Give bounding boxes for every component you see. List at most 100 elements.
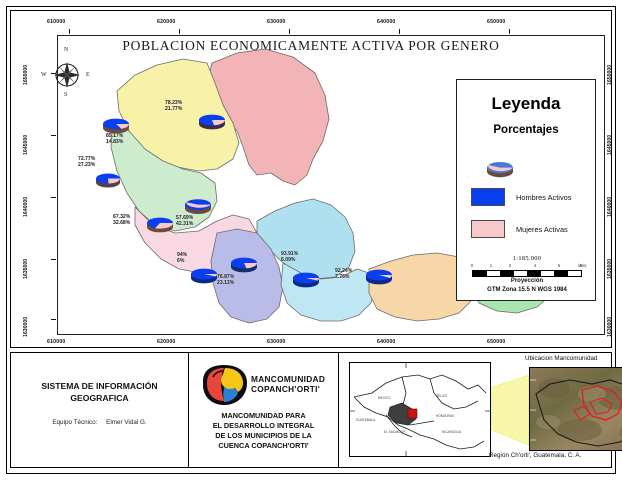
svg-text:GUATEMALA: GUATEMALA — [356, 418, 376, 422]
legend-item-mujeres[interactable]: Mujeres Activas — [471, 220, 568, 238]
footer-sig-title: SISTEMA DE INFORMACIÓN GEOGRAFICA — [11, 381, 188, 404]
axis-x-tick-label: 640000 — [377, 339, 396, 345]
scale-ratio: 1:185.000 — [512, 255, 542, 262]
municipality-map — [110, 48, 554, 324]
footer-panel: SISTEMA DE INFORMACIÓN GEOGRAFICA Equipo… — [10, 352, 622, 468]
legend-subtitle: Porcentajes — [493, 124, 559, 136]
pct-label-m7: 76.87% 23.13% — [217, 274, 235, 287]
pie-marker-m4 — [145, 214, 175, 239]
scale-tick: 6 — [557, 263, 561, 268]
mancomunidad-wordmark: MANCOMUNIDAD COPANCH'ORTI' — [251, 374, 326, 395]
axis-y-tick-label: 1635000 — [23, 258, 29, 279]
axis-x-tick-mark — [509, 29, 510, 34]
legend-swatch-hombres — [471, 188, 505, 206]
axis-x-tick-label: 610000 — [47, 19, 66, 25]
logo-word-line1: MANCOMUNIDAD — [251, 374, 326, 384]
axis-y-tick-label: 1640000 — [23, 196, 29, 217]
pie-marker-m6 — [189, 265, 219, 290]
compass-west-label: W — [41, 72, 47, 78]
pie-marker-m1 — [101, 115, 131, 140]
axis-y-tick-mark — [51, 135, 56, 136]
logo-word-line2: COPANCH'ORTI' — [251, 383, 320, 394]
municipality-polygon-m5 — [256, 198, 356, 280]
legend-pie-symbol-icon — [485, 158, 515, 184]
axis-x-tick-label: 620000 — [157, 19, 176, 25]
axis-y-tick-label: 1635000 — [607, 258, 613, 279]
legend-box: Leyenda Porcentajes Hombres Activos Muje… — [456, 79, 596, 301]
pct-label-m3: 72.77% 27.23% — [78, 156, 96, 169]
pct-label-m9: 92.24% 7.76% — [335, 268, 353, 281]
scale-tick: 4 — [533, 263, 537, 268]
legend-label-hombres: Hombres Activos — [516, 192, 572, 202]
pie-marker-m5 — [183, 195, 213, 221]
footer-sig-title-line1: SISTEMA DE INFORMACIÓN — [41, 381, 158, 391]
projection-value: GTM Zona 15.5 N WGS 1984 — [487, 286, 567, 293]
scale-bar — [472, 270, 582, 277]
axis-x-tick-mark — [399, 29, 400, 34]
axis-x-tick-mark — [289, 29, 290, 34]
pct-label-m6: 94% 6% — [177, 252, 188, 265]
inset-top-caption: Ubicacion Mancomunidad — [525, 355, 598, 362]
legend-item-hombres[interactable]: Hombres Activos — [471, 188, 571, 206]
compass-north-label: N — [64, 47, 69, 53]
axis-x-tick-mark — [179, 29, 180, 34]
projection-label: Proyección — [510, 278, 544, 284]
pie-marker-m8 — [291, 269, 321, 294]
inset-satellite-map — [529, 367, 622, 451]
axis-x-tick-label: 630000 — [267, 339, 286, 345]
pct-label-m1: 85.17% 14.83% — [106, 133, 124, 146]
pie-marker-m3 — [94, 170, 122, 194]
axis-x-tick-label: 620000 — [157, 339, 176, 345]
footer-inset-cell: Ubicacion Mancomunidad — [339, 353, 622, 467]
svg-text:MEXICO: MEXICO — [378, 396, 391, 400]
scale-tick-labels: 0 1 2 4 6 8 kms. — [464, 263, 590, 270]
axis-y-tick-mark — [51, 197, 56, 198]
footer-sig-title-line2: GEOGRAFICA — [70, 392, 129, 403]
footer-logo-cell: MANCOMUNIDAD COPANCH'ORTI' MANCOMUNIDAD … — [189, 353, 339, 467]
svg-text:BELICE: BELICE — [436, 394, 447, 398]
mancomunidad-description: MANCOMUNIDAD PARA EL DESARROLLO INTEGRAL… — [189, 411, 338, 450]
axis-y-tick-label: 1630000 — [607, 316, 613, 337]
footer-sig-cell: SISTEMA DE INFORMACIÓN GEOGRAFICA Equipo… — [11, 353, 189, 467]
pct-label-m5: 57.69% 42.31% — [176, 215, 194, 228]
axis-y-tick-label: 1630000 — [23, 316, 29, 337]
axis-y-tick-mark — [51, 259, 56, 260]
compass-south-label: S — [64, 92, 68, 98]
axis-x-tick-mark — [69, 29, 70, 34]
municipality-polygon-m6 — [210, 228, 284, 324]
scale-bar-block: 1:185.000 0 1 2 4 6 8 kms. Proyección GT… — [464, 255, 590, 294]
axis-y-tick-label: 1640000 — [607, 196, 613, 217]
axis-y-tick-label: 1650000 — [23, 64, 29, 85]
municipality-polygon-m8 — [368, 252, 476, 322]
legend-swatch-mujeres — [471, 220, 505, 238]
scale-tick: 8 — [579, 263, 583, 268]
pct-label-m4: 67.32% 32.68% — [113, 214, 131, 227]
map-panel: 610000 620000 630000 640000 650000 61000… — [10, 10, 613, 348]
scale-tick: 1 — [489, 263, 493, 268]
map-title: POBLACION ECONOMICAMENTE ACTIVA POR GENE… — [122, 38, 500, 53]
compass-east-label: E — [86, 72, 90, 78]
axis-x-tick-label: 650000 — [487, 19, 506, 25]
scale-unit-label: kms. — [578, 263, 588, 268]
logo-sub-line2: EL DESARROLLO INTEGRAL — [212, 420, 315, 430]
pct-label-m8: 93.91% 6.09% — [281, 251, 299, 264]
legend-title: Leyenda — [491, 94, 561, 113]
axis-y-tick-label: 1645000 — [607, 134, 613, 155]
footer-team-label: Equipo Técnico: — [52, 419, 98, 426]
scale-tick: 2 — [508, 263, 512, 268]
axis-y-tick-mark — [51, 319, 56, 320]
logo-sub-line4: CUENCA COPANCH'ORTI' — [218, 440, 309, 450]
svg-text:EL SALVADOR: EL SALVADOR — [384, 430, 406, 434]
inset-bottom-caption: Región Ch'orti', Guatemala, C. A. — [489, 452, 582, 459]
logo-sub-line3: DE LOS MUNICIPIOS DE LA — [215, 430, 312, 440]
axis-x-tick-label: 630000 — [267, 19, 286, 25]
axis-y-tick-label: 1645000 — [23, 134, 29, 155]
pie-marker-m2 — [197, 111, 227, 136]
legend-label-mujeres: Mujeres Activas — [516, 224, 568, 234]
svg-text:NICARAGUA: NICARAGUA — [442, 430, 462, 434]
pie-marker-m9 — [364, 266, 394, 291]
axis-y-tick-label: 1650000 — [607, 64, 613, 85]
axis-x-tick-label: 610000 — [47, 339, 66, 345]
inset-region-map: MEXICO BELICE GUATEMALA HONDURAS EL SALV… — [349, 362, 491, 457]
